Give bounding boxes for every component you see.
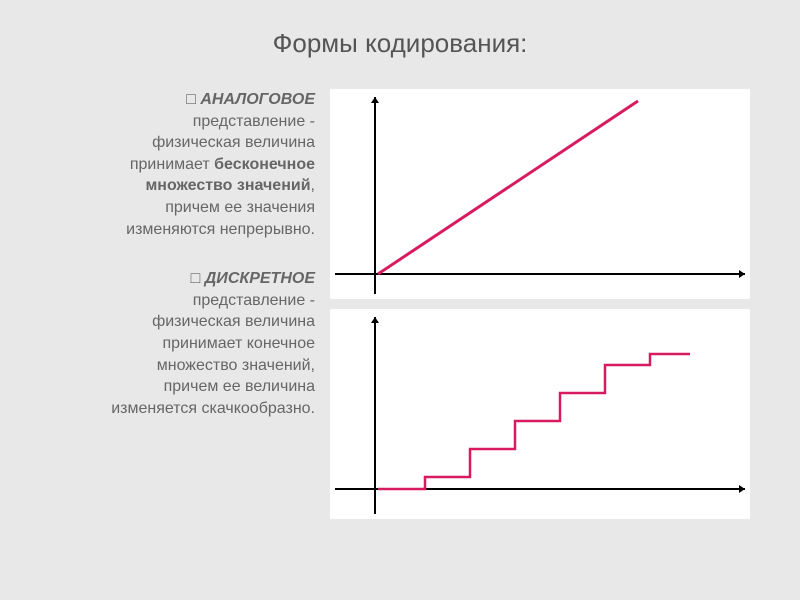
discrete-chart-svg (330, 309, 750, 519)
analog-line1: представление - (193, 113, 315, 130)
discrete-line4: множество значений, (157, 357, 315, 374)
discrete-term: ДИСКРЕТНОЕ (205, 270, 315, 287)
analog-line4-post: , (311, 177, 315, 194)
discrete-line5: причем ее величина (164, 378, 315, 395)
analog-text-block: □ АНАЛОГОВОЕ представление - физическая … (20, 89, 315, 240)
page-title: Формы кодирования: (0, 0, 800, 59)
analog-line6: изменяются непрерывно. (126, 221, 315, 238)
discrete-line1: представление - (193, 292, 315, 309)
discrete-line3: принимает конечное (162, 335, 315, 352)
discrete-line6: изменяется скачкообразно. (111, 400, 315, 417)
analog-line3-pre: принимает (130, 156, 214, 173)
discrete-text-block: □ ДИСКРЕТНОЕ представление - физическая … (20, 268, 315, 419)
analog-chart (330, 89, 750, 299)
bullet-icon: □ (186, 89, 196, 111)
text-column: □ АНАЛОГОВОЕ представление - физическая … (20, 89, 330, 529)
discrete-chart (330, 309, 750, 519)
analog-line4-bold: множество значений (145, 177, 310, 194)
chart-column (330, 89, 780, 529)
analog-line2: физическая величина (152, 134, 315, 151)
analog-term: АНАЛОГОВОЕ (200, 91, 315, 108)
discrete-line2: физическая величина (152, 313, 315, 330)
analog-line3-bold: бесконечное (214, 156, 315, 173)
bullet-icon: □ (191, 268, 201, 290)
analog-line5: причем ее значения (165, 199, 315, 216)
content-area: □ АНАЛОГОВОЕ представление - физическая … (0, 89, 800, 529)
analog-chart-svg (330, 89, 750, 299)
